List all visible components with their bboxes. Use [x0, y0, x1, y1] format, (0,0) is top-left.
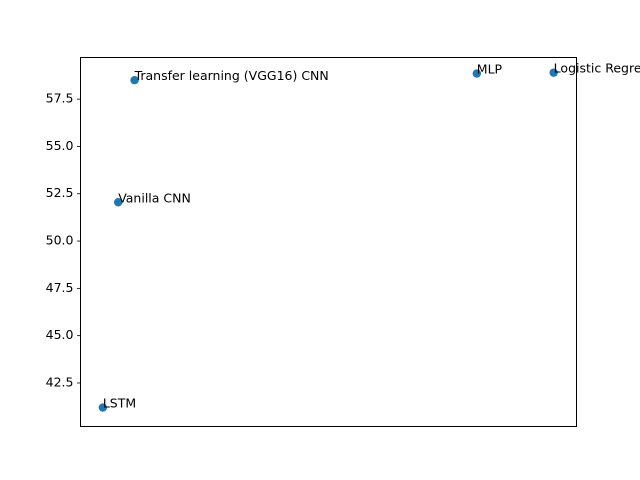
- point-annotation: Logistic Regression: [554, 61, 640, 76]
- y-tick-label: 55.0: [46, 138, 74, 153]
- y-tick-label: 47.5: [46, 280, 74, 295]
- y-tick-label: 50.0: [46, 233, 74, 248]
- y-axis: 42.5 45.0 47.5 50.0 52.5 55.0 57.5: [46, 91, 81, 389]
- point-annotation: Vanilla CNN: [118, 190, 191, 205]
- point-annotation: MLP: [477, 62, 503, 77]
- scatter-point: [472, 69, 482, 78]
- data-points: [98, 68, 558, 412]
- scatter-point: [113, 198, 123, 207]
- y-tick-label: 57.5: [46, 91, 74, 106]
- plot-frame: [80, 57, 577, 427]
- scatter-point: [549, 68, 558, 77]
- scatter-point: [98, 403, 108, 412]
- y-tick-label: 45.0: [46, 327, 74, 342]
- scatter-point: [130, 76, 139, 85]
- data-labels: LSTM Vanilla CNN Transfer learning (VGG16)…: [103, 61, 640, 411]
- point-annotation: LSTM: [103, 396, 136, 411]
- y-tick-label: 42.5: [46, 374, 74, 389]
- y-tick-label: 52.5: [46, 185, 74, 200]
- point-annotation: Transfer learning (VGG16) CNN: [134, 68, 329, 83]
